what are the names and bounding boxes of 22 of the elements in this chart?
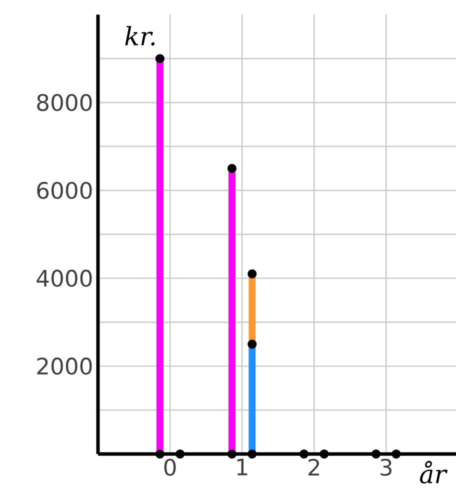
x-axis-title: år [420,460,448,484]
point [248,449,257,459]
point [248,340,257,349]
x-tick-label: 2 [308,458,320,476]
point [155,54,164,64]
point [392,449,401,459]
x-tick-label: 1 [237,458,248,476]
point [227,449,237,459]
y-tick-label: 4000 [36,270,92,287]
point [227,164,237,173]
x-tick-label: 0 [164,458,176,476]
y-axis-title: kr. [125,26,155,46]
point [248,269,257,278]
y-tick-label: 8000 [37,94,92,112]
y-tick-label: 2000 [37,358,92,375]
point [299,449,309,459]
point [176,449,185,459]
point [155,449,164,459]
x-tick-label: 3 [380,458,392,476]
y-tick-label: 6000 [37,182,92,199]
point [372,449,381,459]
point [320,449,329,459]
